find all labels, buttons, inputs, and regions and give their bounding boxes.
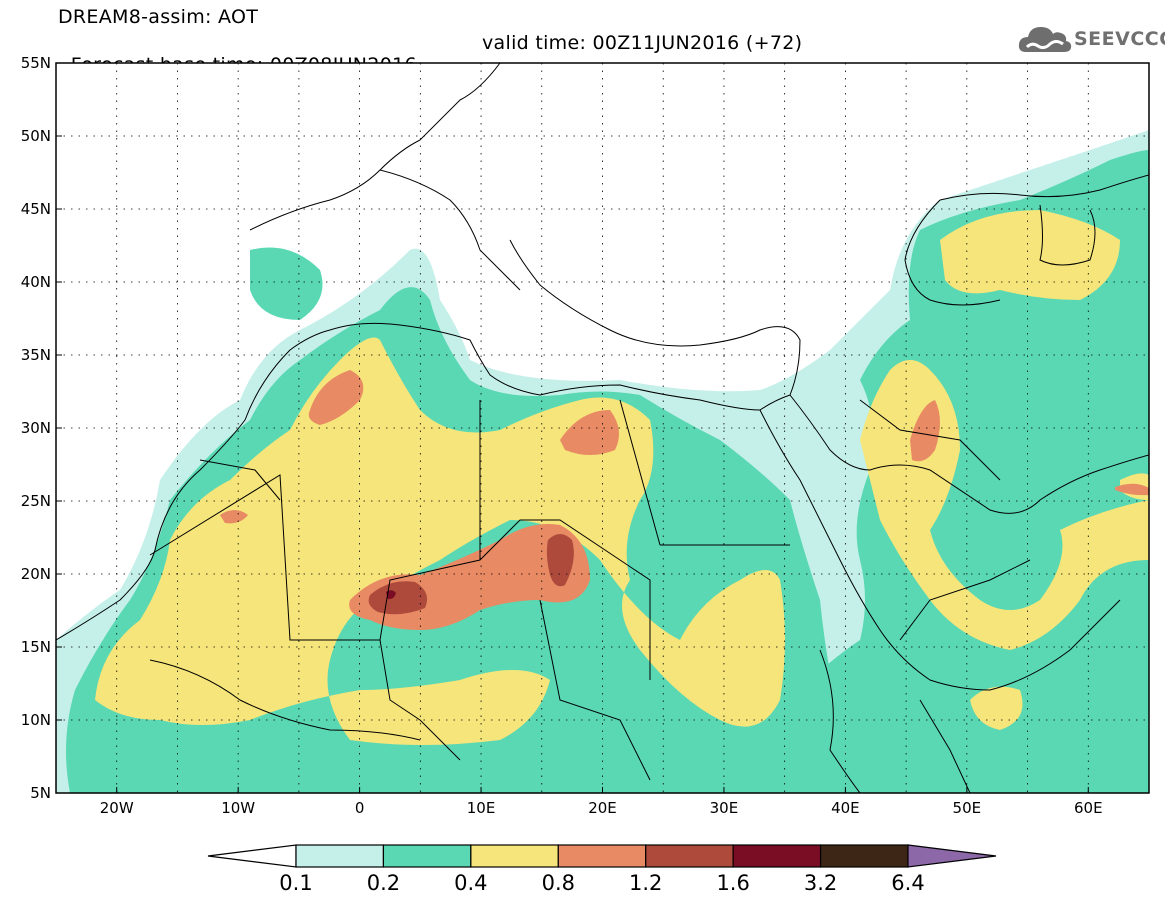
lat-tick-label: 35N: [21, 346, 51, 364]
lon-tick-label: 10E: [467, 799, 496, 817]
lat-tick-label: 15N: [21, 638, 51, 656]
lat-tick-label: 5N: [30, 784, 51, 802]
latitude-labels: 55N 50N 45N 40N 35N 30N 25N 20N 15N 10N 5N: [21, 54, 62, 802]
valid-time-text: valid time: 00Z11JUN2016 (+72): [482, 32, 803, 54]
lon-tick-label: 30E: [710, 799, 739, 817]
coastlines: [56, 63, 1149, 793]
colorbar-box: [295, 844, 385, 868]
aot-band-1.6: [386, 590, 396, 600]
colorbar-level-label: 1.2: [629, 871, 662, 895]
colorbar-level-label: 3.2: [804, 871, 837, 895]
colorbar-box: [645, 844, 734, 868]
colorbar-box: [382, 844, 472, 868]
aot-band-1.2: [368, 534, 574, 615]
colorbar-level-label: 0.1: [279, 871, 312, 895]
lon-tick-label: 60E: [1074, 799, 1103, 817]
lat-tick-label: 40N: [21, 273, 51, 291]
lat-tick-label: 55N: [21, 54, 51, 72]
colorbar-level-label: 0.8: [542, 871, 575, 895]
colorbar-box: [557, 844, 647, 868]
logo-text: SEEVCCC: [1074, 28, 1165, 50]
lat-lon-grid: [56, 63, 1149, 793]
colorbar-box: [470, 844, 559, 868]
lat-tick-label: 30N: [21, 419, 51, 437]
lon-tick-label: 40E: [831, 799, 860, 817]
lat-tick-label: 50N: [21, 127, 51, 145]
map-title: DREAM8-assim: AOT: [58, 6, 259, 28]
longitude-labels: 20W 10W 0 10E 20E 30E 40E 50E 60E: [100, 787, 1103, 817]
colorbar-under-arrow: [207, 844, 297, 868]
colorbar-box: [819, 844, 909, 868]
lon-tick-label: 50E: [953, 799, 982, 817]
lon-tick-label: 10W: [221, 799, 255, 817]
lat-tick-label: 25N: [21, 492, 51, 510]
colorbar-level-label: 6.4: [891, 871, 924, 895]
lat-tick-label: 20N: [21, 565, 51, 583]
lon-tick-label: 20W: [100, 799, 134, 817]
lon-tick-label: 20E: [588, 799, 617, 817]
colorbar-over-arrow: [907, 844, 997, 868]
seevccc-logo: SEEVCCC: [1018, 22, 1165, 56]
colorbar-level-label: 0.2: [367, 871, 400, 895]
colorbar: 0.1 0.2 0.4 0.8 1.2 1.6 3.2 6.4: [207, 844, 997, 895]
cloud-logo-icon: [1018, 27, 1072, 52]
colorbar-level-label: 1.6: [716, 871, 749, 895]
lon-tick-label: 0: [355, 799, 365, 817]
colorbar-box: [732, 844, 822, 868]
lat-tick-label: 10N: [21, 711, 51, 729]
colorbar-level-label: 0.4: [454, 871, 487, 895]
lat-tick-label: 45N: [21, 200, 51, 218]
